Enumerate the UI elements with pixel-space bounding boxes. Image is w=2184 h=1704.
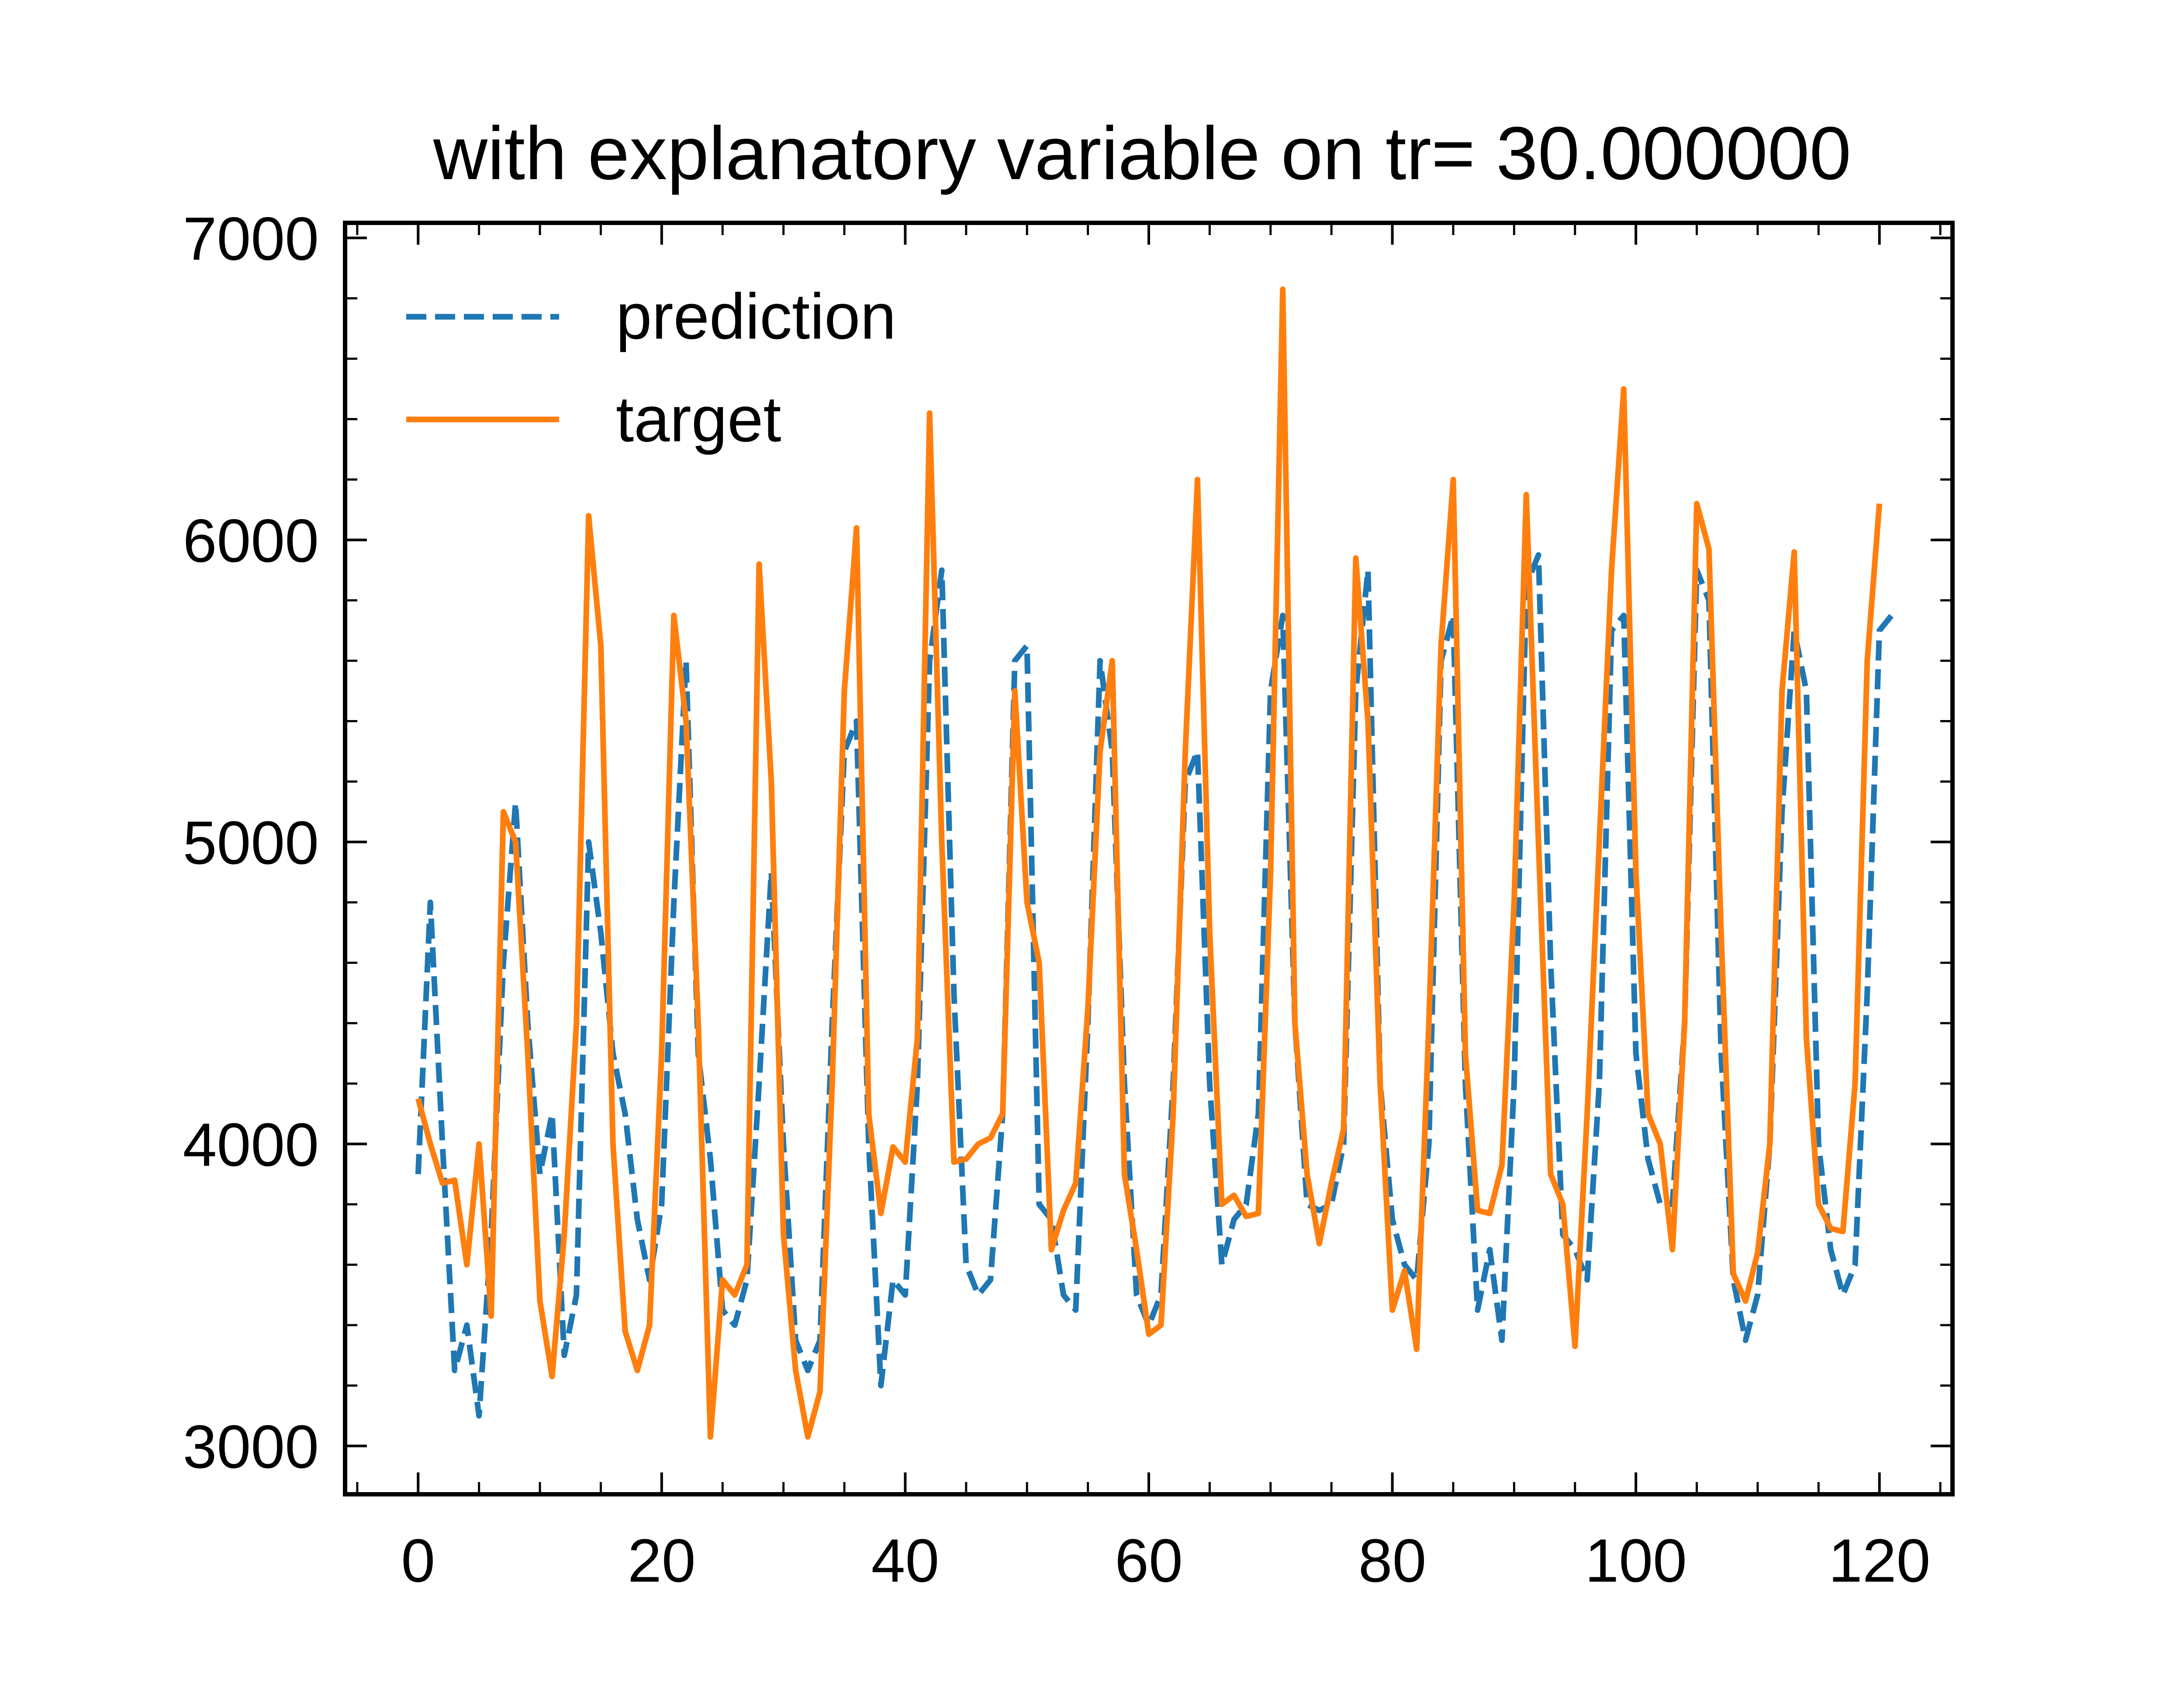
x-tick-label: 80 <box>1358 1526 1427 1595</box>
x-tick-label: 0 <box>401 1526 435 1595</box>
y-tick-label: 7000 <box>183 204 319 273</box>
y-tick-label: 5000 <box>183 808 319 877</box>
legend: prediction target <box>406 281 896 455</box>
y-tick-label: 6000 <box>183 506 319 575</box>
x-tick-label: 60 <box>1115 1526 1183 1595</box>
x-tick-label: 100 <box>1585 1526 1687 1595</box>
axes: 0 20 40 60 80 100 120 3000 4000 5000 6000 7000 <box>183 204 1955 1595</box>
legend-label-prediction: prediction <box>616 281 896 353</box>
series-group <box>415 286 1894 1440</box>
series-line-prediction <box>415 552 1894 1419</box>
y-tick-label: 4000 <box>183 1110 319 1179</box>
plot-area <box>415 286 1894 1440</box>
y-tick-label: 3000 <box>183 1412 319 1481</box>
x-tick-label: 40 <box>871 1526 940 1595</box>
x-tick-label: 120 <box>1828 1526 1931 1595</box>
x-tick-label: 20 <box>628 1526 696 1595</box>
series-line-target <box>415 286 1883 1440</box>
legend-label-target: target <box>616 383 781 455</box>
chart-title: with explanatory variable on tr= 30.0000… <box>433 111 1851 195</box>
